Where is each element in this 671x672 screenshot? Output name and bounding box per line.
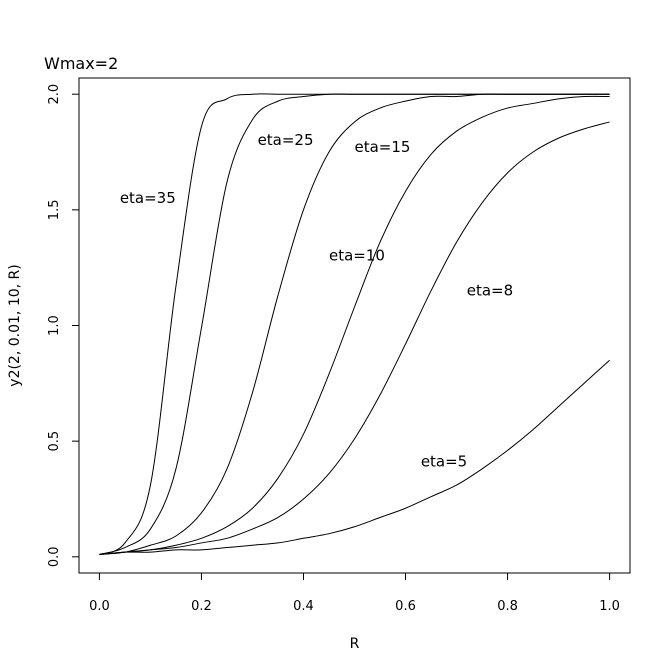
y-tick-label: 0.0 [47, 546, 62, 567]
series-line-eta-15 [99, 93, 610, 555]
x-tick-label: 0.8 [497, 599, 518, 614]
x-tick-label: 0.0 [89, 599, 110, 614]
y-tick-label: 0.5 [47, 431, 62, 452]
x-tick-label: 1.0 [599, 599, 620, 614]
y-axis: 0.0 0.5 1.0 1.5 2.0 [47, 84, 80, 567]
chart-title: Wmax=2 [44, 54, 118, 73]
series-line-eta-25 [99, 93, 610, 555]
x-axis-label: R [350, 636, 360, 652]
series-line-eta-10 [99, 95, 610, 555]
series-line-eta-5 [99, 359, 610, 555]
series-label-eta-35: eta=35 [120, 189, 176, 207]
x-tick-label: 0.4 [293, 599, 314, 614]
series-line-eta-35 [99, 93, 610, 555]
y-tick-label: 2.0 [47, 84, 62, 105]
series-label-eta-5: eta=5 [421, 453, 467, 471]
series-group [99, 93, 610, 555]
curve-labels: eta=35 eta=25 eta=15 eta=10 eta=8 eta=5 [120, 131, 513, 471]
series-label-eta-8: eta=8 [467, 281, 513, 299]
x-axis: 0.0 0.2 0.4 0.6 0.8 1.0 [89, 572, 620, 614]
x-tick-label: 0.6 [395, 599, 416, 614]
y-tick-label: 1.5 [47, 200, 62, 221]
y-axis-label: y2(2, 0.01, 10, R) [7, 264, 23, 386]
series-label-eta-10: eta=10 [329, 247, 385, 265]
x-tick-label: 0.2 [191, 599, 212, 614]
series-label-eta-25: eta=25 [258, 131, 314, 149]
series-label-eta-15: eta=15 [355, 138, 411, 156]
y-tick-label: 1.0 [47, 315, 62, 336]
series-line-eta-8 [99, 121, 610, 555]
